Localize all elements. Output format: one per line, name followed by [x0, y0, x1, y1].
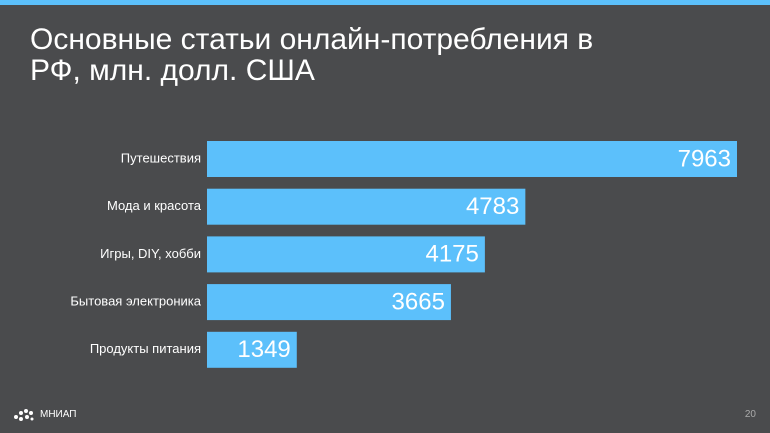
value-label: 1349: [237, 336, 290, 363]
category-label: Бытовая электроника: [70, 294, 201, 309]
bar: [207, 331, 297, 368]
page-number: 20: [744, 409, 756, 420]
value-label: 4175: [425, 241, 478, 268]
logo-icon: [14, 409, 34, 421]
value-label: 4783: [466, 193, 519, 220]
value-label: 7963: [678, 145, 731, 172]
chart-title: Основные статьи онлайн-потребления в РФ,…: [30, 23, 594, 87]
bar: [207, 284, 451, 321]
bar: [207, 188, 526, 225]
category-label: Игры, DIY, хобби: [100, 246, 201, 261]
category-label: Путешествия: [121, 150, 201, 165]
logo-text: МНИАП: [40, 409, 77, 420]
value-label: 3665: [392, 288, 445, 315]
category-label: Продукты питания: [90, 341, 201, 356]
top-stripe: [0, 0, 770, 5]
bar: [207, 236, 485, 273]
bar: [207, 141, 737, 177]
category-label: Мода и красота: [107, 198, 202, 213]
